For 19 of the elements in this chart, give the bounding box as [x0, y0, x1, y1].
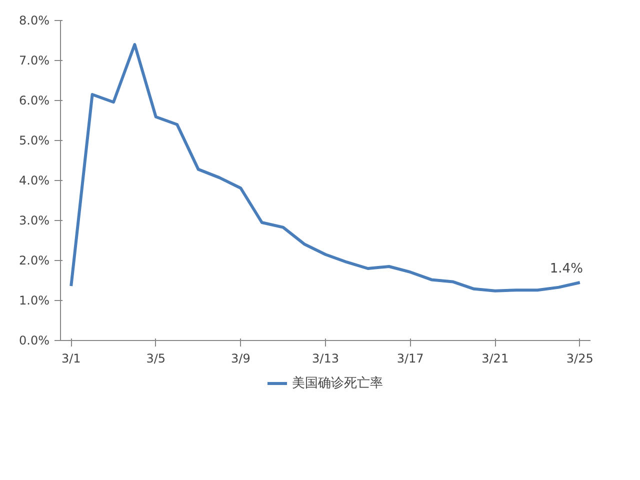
y-tick-label: 8.0%: [19, 14, 50, 28]
x-tick-label: 3/21: [482, 352, 509, 366]
line-series: [70, 43, 582, 292]
y-tick-label: 2.0%: [19, 254, 50, 268]
y-tick-label: 6.0%: [19, 94, 50, 108]
y-tick-label: 5.0%: [19, 134, 50, 148]
x-tick-label: 3/1: [61, 352, 81, 366]
x-tick-label: 3/25: [566, 352, 594, 366]
legend-label: 美国确诊死亡率: [292, 375, 383, 392]
y-tick-label: 1.0%: [19, 294, 50, 308]
x-tick-label: 3/17: [396, 352, 424, 366]
y-tick-label: 7.0%: [19, 54, 50, 68]
y-tick-label: 3.0%: [19, 214, 50, 228]
x-tick-label: 3/13: [312, 352, 339, 366]
y-tick-label: 4.0%: [19, 174, 50, 188]
data-label: 1.4%: [550, 262, 583, 276]
y-tick-label: 0.0%: [19, 334, 50, 348]
x-tick-label: 3/5: [146, 352, 166, 366]
x-tick-label: 3/9: [231, 352, 250, 366]
